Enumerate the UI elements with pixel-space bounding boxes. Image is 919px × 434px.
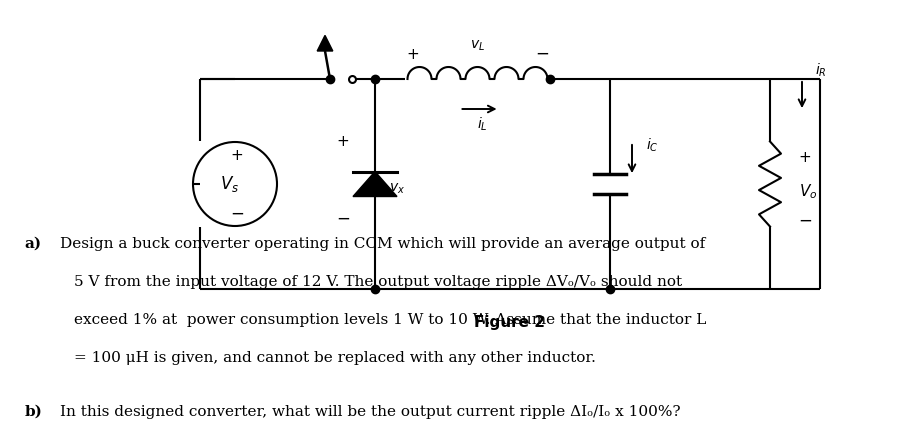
Text: +: + — [336, 134, 349, 149]
Text: +: + — [799, 150, 811, 165]
Polygon shape — [353, 171, 397, 197]
Text: −: − — [230, 205, 244, 223]
Text: $V_o$: $V_o$ — [799, 182, 817, 201]
Text: = 100 μH is given, and cannot be replaced with any other inductor.: = 100 μH is given, and cannot be replace… — [74, 351, 596, 365]
Text: In this designed converter, what will be the output current ripple ΔIₒ/Iₒ x 100%: In this designed converter, what will be… — [60, 404, 680, 418]
Text: exceed 1% at  power consumption levels 1 W to 10 W. Assume that the inductor L: exceed 1% at power consumption levels 1 … — [74, 313, 706, 327]
Text: $i_C$: $i_C$ — [646, 137, 659, 155]
Text: $v_x$: $v_x$ — [389, 182, 405, 196]
Text: Figure 2: Figure 2 — [474, 315, 546, 329]
Polygon shape — [317, 36, 333, 51]
Text: b): b) — [25, 404, 42, 418]
Text: $v_L$: $v_L$ — [470, 39, 485, 53]
Text: +: + — [231, 148, 244, 164]
Text: −: − — [798, 212, 812, 230]
Text: Design a buck converter operating in CCM which will provide an average output of: Design a buck converter operating in CCM… — [60, 237, 705, 250]
Text: −: − — [535, 45, 549, 63]
Text: $i_R$: $i_R$ — [815, 62, 827, 79]
Text: a): a) — [25, 237, 42, 250]
Text: +: + — [406, 47, 419, 62]
Text: −: − — [336, 210, 350, 228]
Text: 5 V from the input voltage of 12 V. The output voltage ripple ΔVₒ/Vₒ should not: 5 V from the input voltage of 12 V. The … — [74, 275, 682, 289]
Text: $V_s$: $V_s$ — [221, 174, 240, 194]
Text: $i_L$: $i_L$ — [477, 116, 488, 133]
